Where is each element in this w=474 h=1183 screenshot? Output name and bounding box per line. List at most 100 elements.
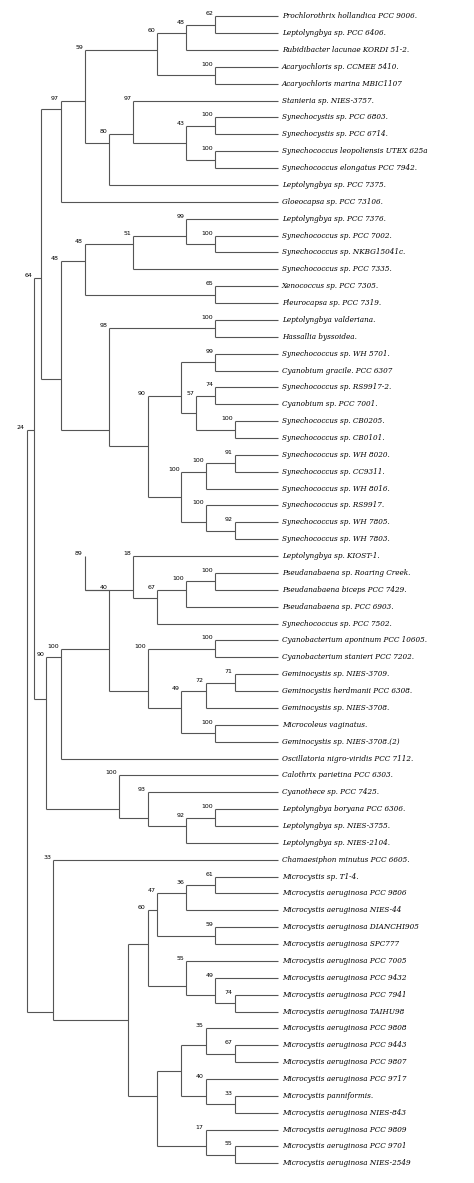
Text: 100: 100 (202, 804, 213, 809)
Text: Leptolyngbya sp. NIES-3755.: Leptolyngbya sp. NIES-3755. (282, 822, 390, 830)
Text: Synechococcus sp. CC9311.: Synechococcus sp. CC9311. (282, 467, 384, 476)
Text: Leptolyngbya sp. KIOST-1.: Leptolyngbya sp. KIOST-1. (282, 552, 380, 560)
Text: 92: 92 (176, 813, 184, 817)
Text: 100: 100 (173, 576, 184, 581)
Text: 24: 24 (17, 425, 25, 429)
Text: Microcystis aeruginosa PCC 7005: Microcystis aeruginosa PCC 7005 (282, 957, 406, 965)
Text: Cyanothece sp. PCC 7425.: Cyanothece sp. PCC 7425. (282, 788, 379, 796)
Text: 65: 65 (206, 282, 213, 286)
Text: 100: 100 (134, 644, 146, 648)
Text: 100: 100 (202, 62, 213, 67)
Text: 92: 92 (225, 517, 233, 523)
Text: 99: 99 (176, 214, 184, 219)
Text: Leptolyngbya boryana PCC 6306.: Leptolyngbya boryana PCC 6306. (282, 806, 405, 813)
Text: 97: 97 (123, 96, 131, 101)
Text: Microcystis aeruginosa PCC 9443: Microcystis aeruginosa PCC 9443 (282, 1041, 406, 1049)
Text: 100: 100 (221, 416, 233, 421)
Text: 48: 48 (176, 20, 184, 25)
Text: Synechococcus sp. PCC 7002.: Synechococcus sp. PCC 7002. (282, 232, 392, 240)
Text: Microcoleus vaginatus.: Microcoleus vaginatus. (282, 720, 367, 729)
Text: 36: 36 (176, 880, 184, 885)
Text: Pseudanabaena biceps PCC 7429.: Pseudanabaena biceps PCC 7429. (282, 586, 406, 594)
Text: Chamaesiphon minutus PCC 6605.: Chamaesiphon minutus PCC 6605. (282, 855, 410, 864)
Text: 67: 67 (147, 584, 155, 590)
Text: 57: 57 (186, 390, 194, 396)
Text: 89: 89 (75, 551, 83, 556)
Text: Microcystis aeruginosa DIANCHI905: Microcystis aeruginosa DIANCHI905 (282, 923, 419, 931)
Text: 67: 67 (225, 1040, 233, 1046)
Text: Synechococcus sp. WH 8016.: Synechococcus sp. WH 8016. (282, 485, 390, 492)
Text: Calothrix parietina PCC 6303.: Calothrix parietina PCC 6303. (282, 771, 393, 780)
Text: 55: 55 (225, 1142, 233, 1146)
Text: Prochlorothrix hollandica PCC 9006.: Prochlorothrix hollandica PCC 9006. (282, 12, 417, 20)
Text: 72: 72 (196, 678, 204, 683)
Text: Pseudanabaena sp. Roaring Creek.: Pseudanabaena sp. Roaring Creek. (282, 569, 410, 577)
Text: 35: 35 (196, 1023, 204, 1028)
Text: Leptolyngbya sp. PCC 7376.: Leptolyngbya sp. PCC 7376. (282, 214, 386, 222)
Text: Synechococcus sp. WH 8020.: Synechococcus sp. WH 8020. (282, 451, 390, 459)
Text: 48: 48 (51, 256, 59, 261)
Text: Gloeocapsa sp. PCC 73106.: Gloeocapsa sp. PCC 73106. (282, 198, 383, 206)
Text: 71: 71 (225, 670, 233, 674)
Text: Hassallia byssoidea.: Hassallia byssoidea. (282, 332, 357, 341)
Text: Cyanobium sp. PCC 7001.: Cyanobium sp. PCC 7001. (282, 400, 377, 408)
Text: 80: 80 (100, 129, 107, 135)
Text: 59: 59 (75, 45, 83, 50)
Text: 99: 99 (205, 349, 213, 354)
Text: 33: 33 (44, 854, 52, 860)
Text: Microcystis aeruginosa PCC 9807: Microcystis aeruginosa PCC 9807 (282, 1058, 406, 1066)
Text: 100: 100 (202, 315, 213, 319)
Text: Microcystis aeruginosa SPC777: Microcystis aeruginosa SPC777 (282, 940, 399, 948)
Text: 100: 100 (168, 467, 180, 472)
Text: Microcystis aeruginosa PCC 9432: Microcystis aeruginosa PCC 9432 (282, 974, 406, 982)
Text: 51: 51 (124, 231, 131, 235)
Text: Geminocystis sp. NIES-3708.: Geminocystis sp. NIES-3708. (282, 704, 389, 712)
Text: Microcystis aeruginosa PCC 9717: Microcystis aeruginosa PCC 9717 (282, 1075, 406, 1082)
Text: Xenococcus sp. PCC 7305.: Xenococcus sp. PCC 7305. (282, 283, 379, 290)
Text: Cyanobium gracile. PCC 6307: Cyanobium gracile. PCC 6307 (282, 367, 392, 375)
Text: Synechococcus sp. RS9917-2.: Synechococcus sp. RS9917-2. (282, 383, 391, 392)
Text: 62: 62 (205, 12, 213, 17)
Text: Microcystis sp. T1-4.: Microcystis sp. T1-4. (282, 873, 358, 880)
Text: 43: 43 (176, 121, 184, 125)
Text: Leptolyngbya sp. NIES-2104.: Leptolyngbya sp. NIES-2104. (282, 839, 390, 847)
Text: Microcystis aeruginosa PCC 9806: Microcystis aeruginosa PCC 9806 (282, 890, 406, 898)
Text: 91: 91 (225, 450, 233, 454)
Text: 33: 33 (225, 1091, 233, 1095)
Text: 100: 100 (47, 644, 59, 648)
Text: Synechococcus sp. PCC 7502.: Synechococcus sp. PCC 7502. (282, 620, 392, 627)
Text: Synechocystis sp. PCC 6803.: Synechocystis sp. PCC 6803. (282, 114, 388, 122)
Text: Pleurocapsa sp. PCC 7319.: Pleurocapsa sp. PCC 7319. (282, 299, 381, 308)
Text: Acaryochloris sp. CCMEE 5410.: Acaryochloris sp. CCMEE 5410. (282, 63, 400, 71)
Text: Synechococcus leopoliensis UTEX 625a: Synechococcus leopoliensis UTEX 625a (282, 147, 428, 155)
Text: 47: 47 (147, 888, 155, 893)
Text: Synechocystis sp. PCC 6714.: Synechocystis sp. PCC 6714. (282, 130, 388, 138)
Text: Microcystis aeruginosa NIES-44: Microcystis aeruginosa NIES-44 (282, 906, 401, 914)
Text: 60: 60 (138, 905, 146, 911)
Text: Microcystis aeruginosa PCC 9808: Microcystis aeruginosa PCC 9808 (282, 1024, 406, 1033)
Text: 100: 100 (192, 500, 204, 505)
Text: 61: 61 (206, 872, 213, 877)
Text: Oscillatoria nigro-viridis PCC 7112.: Oscillatoria nigro-viridis PCC 7112. (282, 755, 413, 763)
Text: 100: 100 (105, 770, 117, 775)
Text: Leptolyngbya sp. PCC 6406.: Leptolyngbya sp. PCC 6406. (282, 30, 386, 37)
Text: Microcystis aeruginosa PCC 9701: Microcystis aeruginosa PCC 9701 (282, 1143, 406, 1151)
Text: Microcystis aeruginosa PCC 9809: Microcystis aeruginosa PCC 9809 (282, 1125, 406, 1133)
Text: Geminocystis sp. NIES-3708.(2): Geminocystis sp. NIES-3708.(2) (282, 738, 400, 745)
Text: Microcystis aeruginosa TAIHU98: Microcystis aeruginosa TAIHU98 (282, 1008, 404, 1015)
Text: Synechococcus sp. WH 5701.: Synechococcus sp. WH 5701. (282, 350, 390, 357)
Text: Cyanobacterium aponinum PCC 10605.: Cyanobacterium aponinum PCC 10605. (282, 636, 427, 645)
Text: 90: 90 (138, 390, 146, 396)
Text: Microcystis aeruginosa NIES-2549: Microcystis aeruginosa NIES-2549 (282, 1159, 410, 1168)
Text: 48: 48 (75, 239, 83, 244)
Text: 90: 90 (36, 652, 44, 658)
Text: 18: 18 (124, 551, 131, 556)
Text: Acaryochloris marina MBIC1107: Acaryochloris marina MBIC1107 (282, 79, 403, 88)
Text: 100: 100 (202, 719, 213, 725)
Text: 100: 100 (202, 147, 213, 151)
Text: Synechococcus sp. WH 7803.: Synechococcus sp. WH 7803. (282, 535, 390, 543)
Text: 100: 100 (202, 568, 213, 573)
Text: 40: 40 (196, 1074, 204, 1079)
Text: 17: 17 (196, 1125, 204, 1130)
Text: 40: 40 (99, 584, 107, 590)
